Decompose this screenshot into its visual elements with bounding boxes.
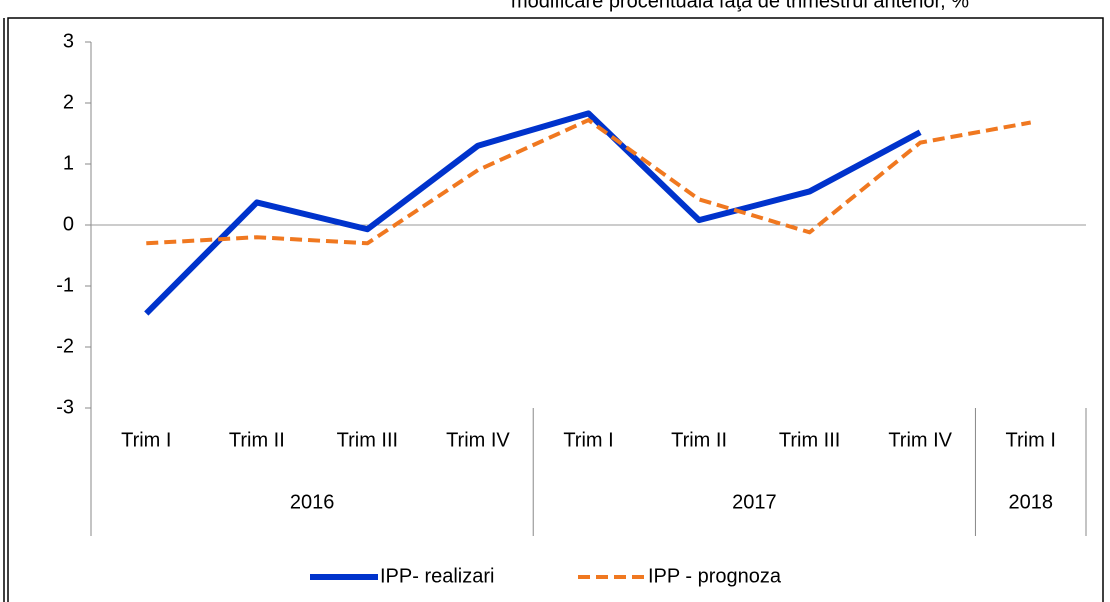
legend-label: IPP- realizari — [380, 565, 494, 587]
series-line — [144, 110, 922, 316]
x-tick-label: Trim II — [229, 429, 285, 451]
group-label: 2016 — [290, 491, 335, 513]
x-tick-label: Trim IV — [446, 429, 510, 451]
x-tick-label: Trim I — [563, 429, 613, 451]
y-tick-label: 3 — [63, 30, 74, 52]
x-tick-label: Trim I — [1006, 429, 1056, 451]
legend-label: IPP - prognoza — [648, 565, 782, 587]
x-tick-label: Trim IV — [888, 429, 952, 451]
y-tick-label: 0 — [63, 213, 74, 235]
group-label: 2018 — [1008, 491, 1053, 513]
x-tick-label: Trim II — [671, 429, 727, 451]
y-tick-label: 2 — [63, 91, 74, 113]
x-tick-label: Trim III — [779, 429, 840, 451]
y-tick-label: 1 — [63, 152, 74, 174]
subtitle: modificare procentuală faţă de trimestru… — [511, 0, 969, 12]
series-line — [146, 118, 1032, 246]
x-tick-label: Trim I — [121, 429, 171, 451]
group-label: 2017 — [732, 491, 777, 513]
frame — [7, 17, 1104, 602]
y-tick-label: -3 — [56, 396, 74, 418]
x-tick-label: Trim III — [337, 429, 398, 451]
y-tick-label: -2 — [56, 335, 74, 357]
y-tick-label: -1 — [56, 274, 74, 296]
